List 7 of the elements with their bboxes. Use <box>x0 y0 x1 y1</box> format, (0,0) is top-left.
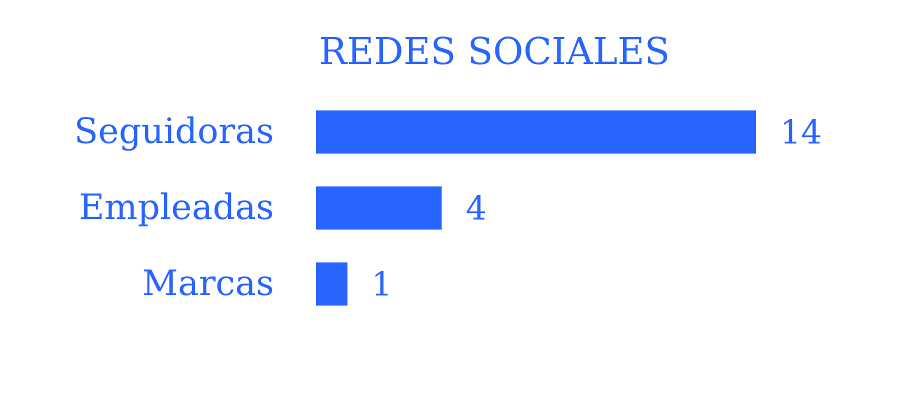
y-tick-label: Seguidoras <box>74 112 274 152</box>
data-label: 4 <box>466 188 487 228</box>
data-label: 14 <box>780 112 822 152</box>
data-label: 1 <box>371 264 392 304</box>
y-tick-label: Empleadas <box>78 188 274 228</box>
chart-title: REDES SOCIALES <box>319 30 670 73</box>
y-tick-label: Marcas <box>142 264 274 304</box>
